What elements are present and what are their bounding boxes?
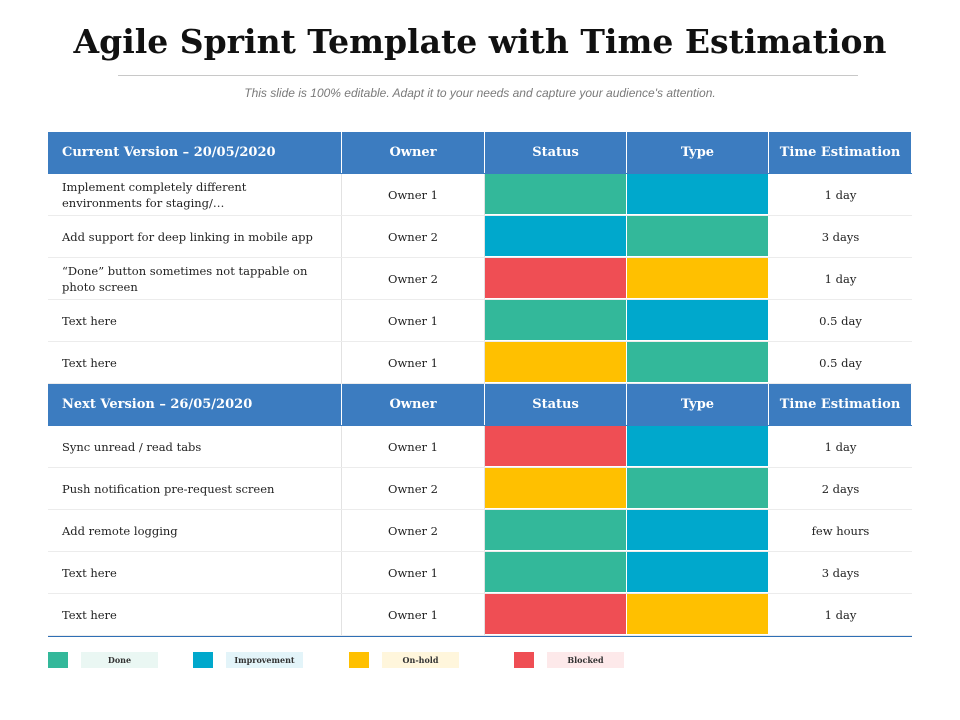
status-header: Status [485,132,627,173]
status-swatch-blocked [485,426,627,467]
type-header: Type [627,132,769,173]
owner-cell: Owner 1 [342,594,485,635]
time-estimation-cell: 3 days [821,565,860,580]
legend-item-on-hold: On-hold [349,652,459,668]
time-estimation-cell: 0.5 day [819,355,862,370]
legend-label: On-hold [382,652,459,668]
status-swatch-blocked [485,258,627,299]
status-swatch-done [485,510,627,551]
type-swatch-improvement [627,426,769,467]
table-row: Sync unread / read tabs Owner 1 1 day [48,426,912,468]
owner-cell: Owner 1 [342,300,485,341]
owner-header: Owner [342,132,485,173]
task-cell: Add support for deep linking in mobile a… [48,216,342,257]
type-swatch-improvement [627,174,769,215]
time-estimation-cell: few hours [811,523,870,538]
status-header: Status [485,384,627,425]
table-row: Implement completely different environme… [48,174,912,216]
version-header: Next Version – 26/05/2020 [48,384,342,425]
table-row: “Done” button sometimes not tappable on … [48,258,912,300]
task-cell: “Done” button sometimes not tappable on … [48,258,342,299]
legend-swatch [514,652,534,668]
task-cell: Implement completely different environme… [48,174,342,215]
type-swatch-on-hold [627,594,769,635]
type-swatch-done [627,468,769,509]
type-swatch-on-hold [627,258,769,299]
time-estimation-header: Time Estimation [769,384,912,425]
page-subtitle: This slide is 100% editable. Adapt it to… [244,86,716,100]
owner-header: Owner [342,384,485,425]
time-estimation-cell: 3 days [821,229,860,244]
legend-swatch [349,652,369,668]
task-cell: Add remote logging [48,510,342,551]
time-estimation-cell: 0.5 day [819,313,862,328]
legend-label: Improvement [226,652,303,668]
section-header-row: Current Version – 20/05/2020 Owner Status T… [48,132,912,174]
owner-cell: Owner 1 [342,552,485,593]
status-swatch-done [485,300,627,341]
type-swatch-done [627,216,769,257]
table-row: Text here Owner 1 0.5 day [48,300,912,342]
status-swatch-done [485,552,627,593]
page-title: Agile Sprint Template with Time Estimati… [73,22,887,61]
owner-cell: Owner 1 [342,342,485,383]
legend-swatch [48,652,68,668]
time-estimation-cell: 1 day [824,439,857,454]
table-row: Push notification pre-request screen Owne… [48,468,912,510]
task-cell: Sync unread / read tabs [48,426,342,467]
time-estimation-cell: 1 day [824,271,857,286]
table-row: Text here Owner 1 1 day [48,594,912,636]
legend-label: Done [81,652,158,668]
status-swatch-on-hold [485,342,627,383]
owner-cell: Owner 2 [342,510,485,551]
status-swatch-on-hold [485,468,627,509]
status-swatch-improvement [485,216,627,257]
task-cell: Text here [48,594,342,635]
owner-cell: Owner 1 [342,174,485,215]
legend-label: Blocked [547,652,624,668]
legend-item-blocked: Blocked [514,652,624,668]
type-swatch-improvement [627,300,769,341]
task-cell: Text here [48,300,342,341]
table-row: Add remote logging Owner 2 few hours [48,510,912,552]
status-swatch-blocked [485,594,627,635]
owner-cell: Owner 1 [342,426,485,467]
status-legend: Done Improvement On-hold Blocked [48,652,912,670]
type-header: Type [627,384,769,425]
table-row: Text here Owner 1 3 days [48,552,912,594]
time-estimation-header: Time Estimation [769,132,912,173]
owner-cell: Owner 2 [342,468,485,509]
legend-item-done: Done [48,652,158,668]
legend-swatch [193,652,213,668]
table-row: Text here Owner 1 0.5 day [48,342,912,384]
owner-cell: Owner 2 [342,216,485,257]
time-estimation-cell: 1 day [824,607,857,622]
sprint-table: Current Version – 20/05/2020 Owner Status T… [48,132,912,637]
type-swatch-improvement [627,552,769,593]
version-header: Current Version – 20/05/2020 [48,132,342,173]
task-cell: Push notification pre-request screen [48,468,342,509]
title-divider [118,75,858,76]
section-header-row: Next Version – 26/05/2020 Owner Status Type… [48,384,912,426]
time-estimation-cell: 2 days [821,481,860,496]
legend-item-improvement: Improvement [193,652,303,668]
task-cell: Text here [48,552,342,593]
status-swatch-done [485,174,627,215]
time-estimation-cell: 1 day [824,187,857,202]
type-swatch-improvement [627,510,769,551]
type-swatch-done [627,342,769,383]
table-row: Add support for deep linking in mobile a… [48,216,912,258]
owner-cell: Owner 2 [342,258,485,299]
task-cell: Text here [48,342,342,383]
